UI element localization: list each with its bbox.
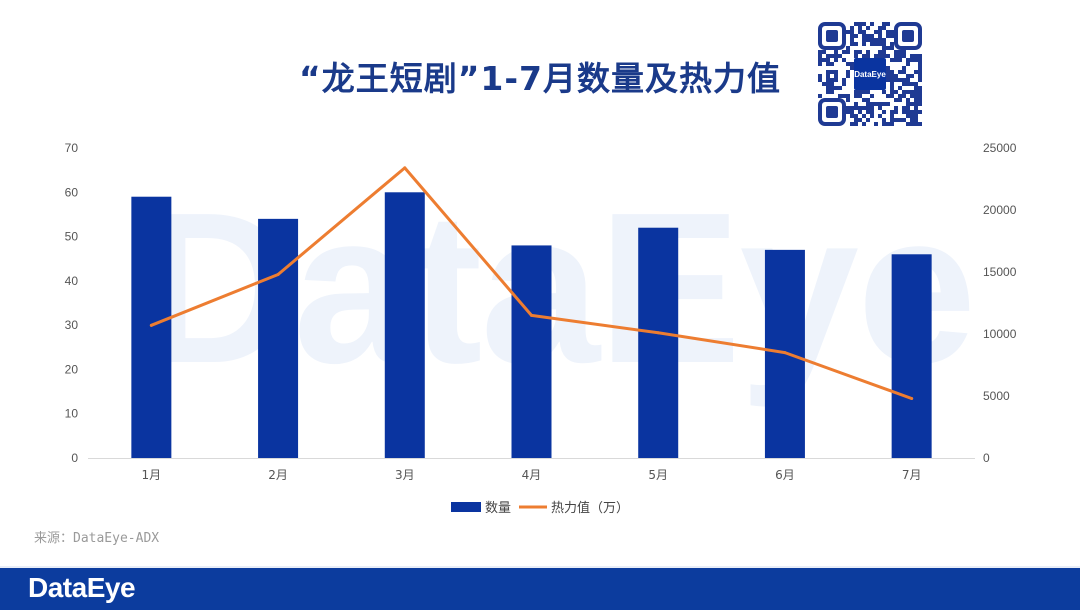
- x-tick-label: 3月: [395, 468, 415, 482]
- y-left-tick-label: 70: [65, 141, 79, 155]
- x-tick-label: 4月: [522, 468, 542, 482]
- y-right-tick-label: 15000: [983, 265, 1017, 279]
- chart: 0 10 20 30 40 50 60 70 0 5000 10000 15000 20000 25000…: [65, 141, 1017, 516]
- x-tick-label: 5月: [648, 468, 668, 482]
- footer-bar: DataEye: [0, 566, 1080, 610]
- bar-2: [258, 218, 299, 458]
- footer-logo: DataEye: [28, 572, 136, 603]
- x-tick-label: 2月: [268, 468, 288, 482]
- qr-code: DataEye: [818, 22, 922, 126]
- legend-label-bar: 数量: [485, 501, 511, 516]
- line-point-1: [149, 323, 153, 327]
- y-right-tick-label: 10000: [983, 327, 1017, 341]
- line-point-6: [783, 351, 787, 355]
- bar-4: [511, 245, 552, 458]
- x-tick-label: 1月: [142, 468, 162, 482]
- bar-1: [131, 196, 172, 458]
- x-tick-label: 6月: [775, 468, 795, 482]
- y-left-tick-label: 0: [71, 451, 78, 465]
- qr-center-logo: DataEye: [854, 70, 886, 79]
- y-right-tick-label: 25000: [983, 141, 1017, 155]
- y-right-tick-label: 20000: [983, 203, 1017, 217]
- bar-3: [384, 192, 425, 459]
- y-left-tick-label: 60: [65, 185, 79, 199]
- line-point-4: [530, 313, 533, 317]
- y-right-tick-label: 5000: [983, 389, 1010, 403]
- y-left-tick-label: 10: [65, 407, 79, 421]
- line-point-2: [276, 272, 280, 276]
- source-note: 来源：DataEye-ADX: [34, 531, 160, 546]
- y-right-tick-label: 0: [983, 451, 990, 465]
- legend-label-line: 热力值（万）: [551, 500, 629, 516]
- legend-swatch-bar: [451, 502, 481, 512]
- bar-5: [638, 227, 679, 458]
- y-left-tick-label: 40: [65, 274, 79, 288]
- line-point-3: [403, 166, 407, 170]
- y-left-tick-label: 20: [65, 362, 79, 376]
- y-left-tick-label: 30: [65, 318, 79, 332]
- y-left-tick-label: 50: [65, 230, 79, 244]
- bar-7: [891, 254, 932, 458]
- line-point-7: [910, 396, 914, 400]
- line-point-5: [656, 331, 660, 335]
- x-tick-label: 7月: [902, 468, 922, 482]
- chart-title: “龙王短剧”1-7月数量及热力值: [299, 59, 781, 98]
